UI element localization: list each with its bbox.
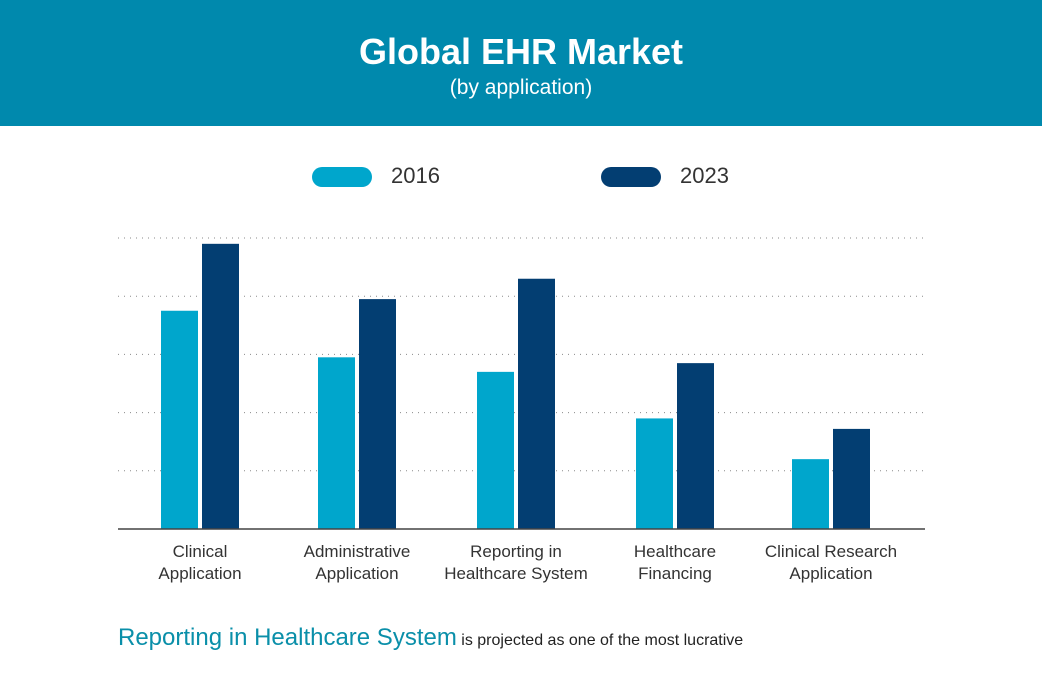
bar-2016-5 [792, 459, 829, 529]
category-label: Healthcare Financing [633, 542, 717, 583]
bar-2023-3 [518, 278, 555, 529]
category-label: Administrative Application [303, 542, 411, 583]
legend-label-2016: 2016 [391, 163, 440, 188]
bar-2016-3 [477, 371, 514, 529]
chart-title: Global EHR Market [358, 31, 684, 72]
bar-2016-4 [636, 418, 673, 529]
bar-2023-4 [677, 363, 714, 529]
legend-label-2023: 2023 [680, 163, 729, 188]
bar-2023-1 [202, 243, 239, 529]
footer-highlight: Reporting in Healthcare System [118, 624, 457, 651]
chart-subtitle: (by application) [449, 76, 593, 99]
legend-swatch-2016 [312, 167, 372, 187]
bar-chart [118, 237, 925, 530]
legend-swatch-2023 [601, 167, 661, 187]
header-banner: Global EHR Market (by application) [0, 0, 1042, 126]
category-label: Clinical Application [158, 542, 242, 583]
bar-2023-2 [359, 299, 396, 529]
footer-text: is projected as one of the most lucrativ… [461, 632, 744, 649]
category-label: Reporting in Healthcare System [444, 542, 588, 583]
bar-2023-5 [833, 428, 870, 529]
footer-note: Reporting in Healthcare System is projec… [118, 624, 743, 652]
category-label: Clinical Research Application [764, 542, 898, 583]
bar-2016-2 [318, 357, 355, 529]
bar-2016-1 [161, 310, 198, 529]
